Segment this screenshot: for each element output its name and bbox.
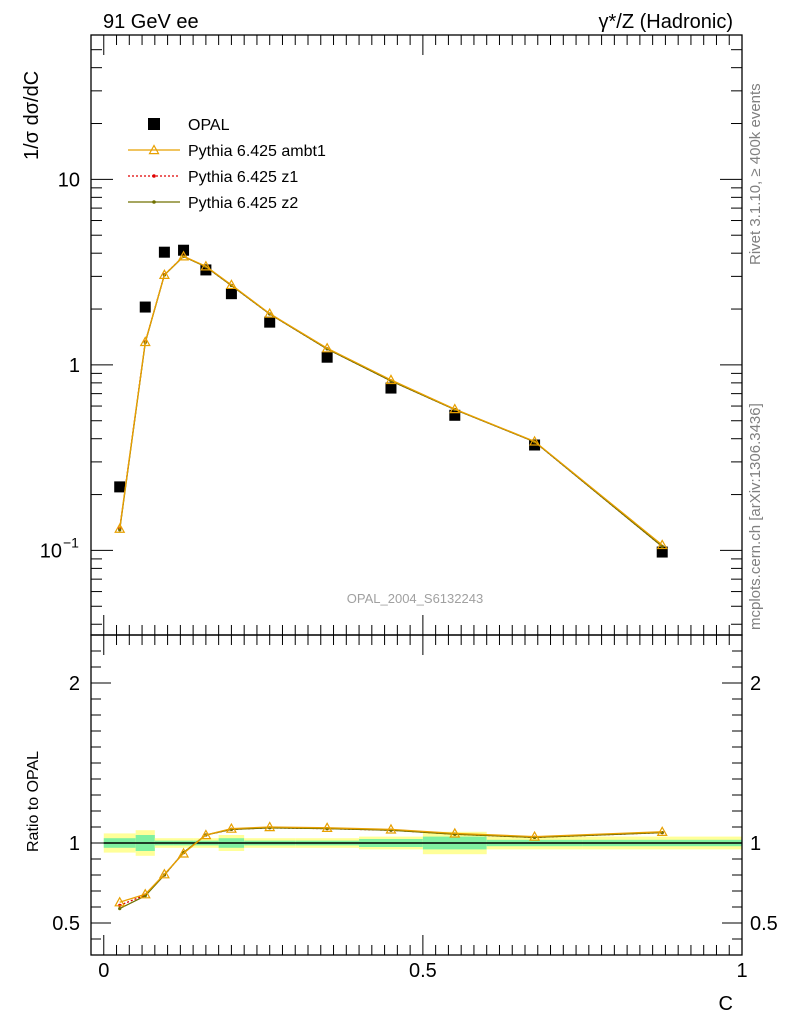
y-tick-label: 10 bbox=[40, 540, 62, 562]
main-opal-point bbox=[264, 316, 276, 328]
ratio-y-tick-label-left: 2 bbox=[69, 673, 80, 695]
source-label: mcplots.cern.ch [arXiv:1306.3436] bbox=[747, 403, 764, 630]
main-ambt1-point bbox=[114, 522, 126, 533]
ratio-y-tick-label-right: 2 bbox=[750, 673, 761, 695]
header-right-label: γ*/Z (Hadronic) bbox=[599, 11, 733, 33]
main-ambt1-point bbox=[200, 260, 212, 271]
ratio-ambt1-point bbox=[178, 847, 190, 858]
y-tick-label: 1 bbox=[69, 355, 80, 377]
ratio-series-point bbox=[118, 907, 122, 911]
ratio-ambt1-point bbox=[114, 896, 126, 907]
legend-label: OPAL bbox=[188, 117, 230, 134]
rivet-version-label: Rivet 3.1.10, ≥ 400k events bbox=[747, 83, 764, 265]
ratio-ambt1-point bbox=[385, 823, 397, 834]
main-opal-point bbox=[225, 288, 237, 300]
main-ambt1-point bbox=[139, 336, 151, 347]
x-tick-label: 1 bbox=[736, 960, 747, 982]
ratio-ambt1-point bbox=[158, 868, 170, 879]
main-series-line bbox=[119, 255, 663, 548]
main-ambt1-point bbox=[158, 269, 170, 279]
ratio-ylabel: Ratio to OPAL bbox=[25, 751, 42, 852]
ratio-ambt1-point bbox=[529, 830, 541, 841]
header-left-label: 91 GeV ee bbox=[103, 11, 199, 33]
main-ambt1-point bbox=[321, 342, 333, 353]
legend-label: Pythia 6.425 ambt1 bbox=[188, 143, 326, 160]
main-ambt1-point bbox=[178, 250, 190, 261]
y-tick-exponent: −1 bbox=[63, 534, 79, 550]
ratio-ambt1-point bbox=[656, 826, 668, 837]
ratio-ambt1-point bbox=[321, 822, 333, 833]
legend-marker-dot bbox=[152, 174, 156, 178]
y-tick-label: 10 bbox=[58, 169, 80, 191]
ratio-y-tick-label-left: 0.5 bbox=[52, 913, 80, 935]
legend-marker-dot bbox=[152, 200, 156, 204]
main-ambt1-point bbox=[656, 539, 668, 550]
main-ylabel: 1/σ dσ/dC bbox=[21, 71, 43, 160]
xlabel: C bbox=[719, 993, 733, 1015]
main-opal-point bbox=[114, 481, 126, 493]
ratio-ambt1-point bbox=[200, 829, 212, 840]
main-ambt1-point bbox=[264, 307, 276, 318]
main-ambt1-point bbox=[529, 435, 541, 446]
ratio-y-tick-label-left: 1 bbox=[69, 833, 80, 855]
main-opal-point bbox=[178, 244, 190, 256]
legend-label: Pythia 6.425 z2 bbox=[188, 195, 298, 212]
ratio-ambt1-point bbox=[139, 888, 151, 899]
x-tick-label: 0.5 bbox=[409, 960, 437, 982]
main-opal-point bbox=[139, 301, 151, 313]
legend: OPAL Pythia 6.425 ambt1 Pythia 6.425 z1 Pyt… bbox=[128, 117, 326, 212]
main-series-line bbox=[119, 255, 663, 546]
main-opal-point bbox=[385, 382, 397, 394]
x-tick-label: 0 bbox=[98, 960, 109, 982]
legend-marker-triangle bbox=[148, 144, 160, 155]
main-series-point bbox=[660, 544, 664, 549]
main-opal-point bbox=[321, 351, 333, 363]
ratio-ambt1-point bbox=[225, 822, 237, 833]
ratio-frame bbox=[90, 634, 743, 956]
legend-label: Pythia 6.425 z1 bbox=[188, 169, 298, 186]
ratio-ambt1-point bbox=[449, 827, 461, 838]
ratio-y-tick-label-right: 0.5 bbox=[750, 913, 778, 935]
main-series-line bbox=[119, 255, 663, 548]
main-ambt1-point bbox=[385, 374, 397, 385]
main-ambt1-point bbox=[225, 279, 237, 290]
analysis-watermark: OPAL_2004_S6132243 bbox=[347, 591, 483, 606]
main-series-point bbox=[118, 528, 122, 532]
ratio-y-tick-label-right: 1 bbox=[750, 833, 761, 855]
legend-marker-opal bbox=[148, 118, 160, 130]
ratio-panel: 0 0.5 1 0.5 0.5 1 1 2 2 bbox=[52, 634, 778, 982]
ratio-ambt1-point bbox=[264, 821, 276, 832]
main-opal-point bbox=[158, 246, 170, 258]
main-ambt1-point bbox=[449, 403, 461, 414]
main-opal-point bbox=[449, 409, 461, 421]
main-opal-point bbox=[656, 546, 668, 558]
